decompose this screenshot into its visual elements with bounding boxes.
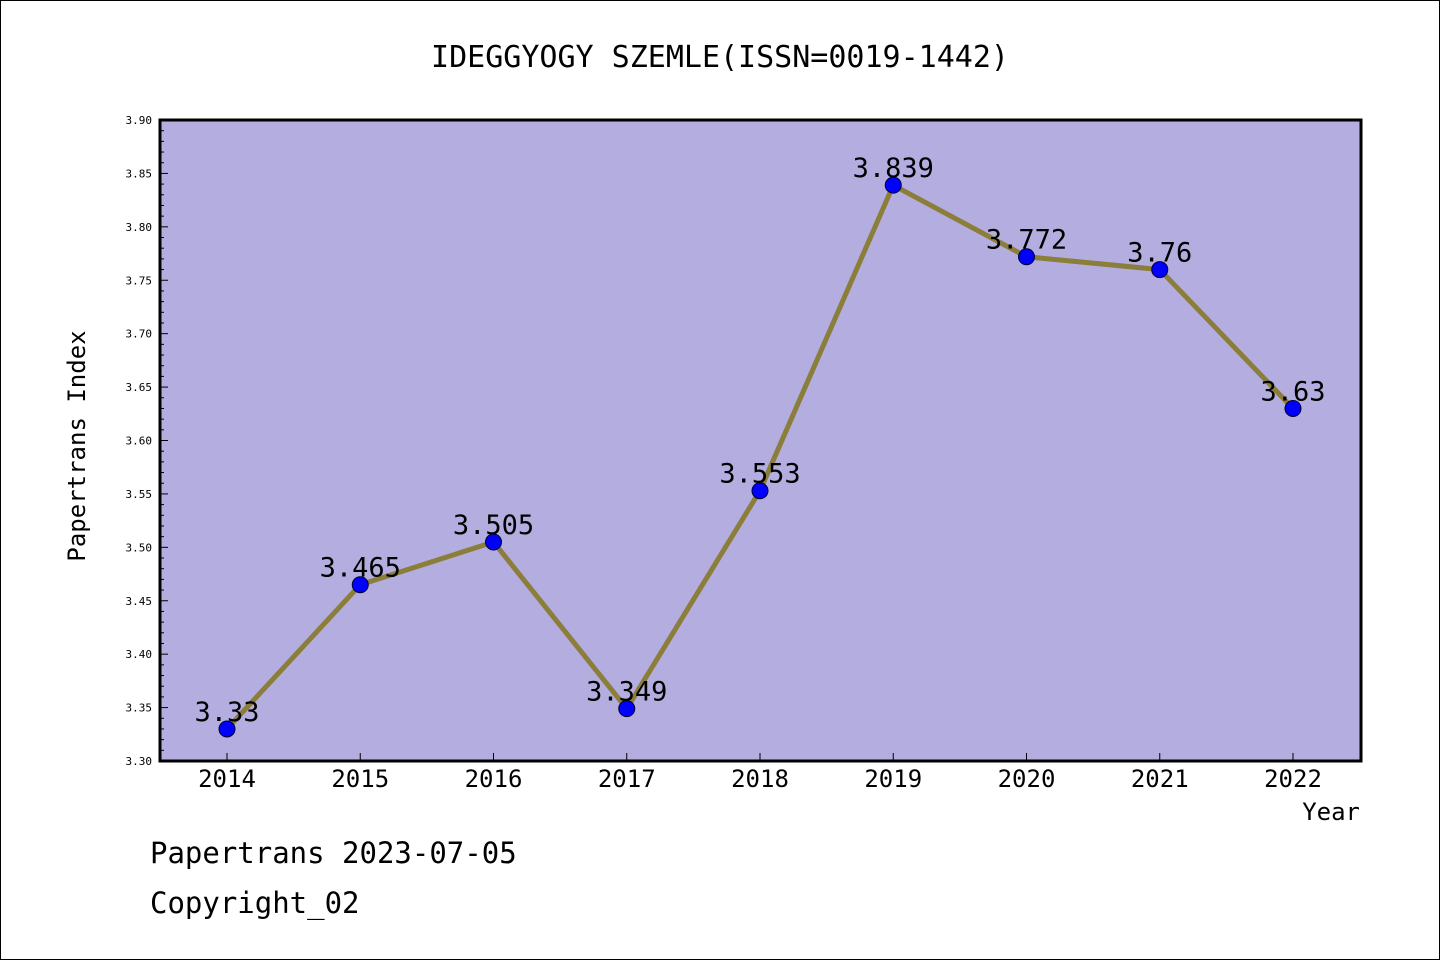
data-label: 3.505 — [453, 510, 534, 541]
data-point — [1151, 261, 1169, 279]
data-point — [618, 700, 636, 718]
x-tick-label: 2022 — [1264, 765, 1322, 793]
data-point — [218, 720, 236, 738]
y-tick-label: 3.35 — [126, 702, 153, 715]
data-label: 3.76 — [1127, 238, 1192, 269]
y-tick-label: 3.50 — [126, 541, 153, 554]
data-point — [485, 533, 502, 551]
data-label: 3.839 — [853, 153, 934, 184]
x-tick-label: 2019 — [864, 765, 922, 793]
x-tick-label: 2015 — [331, 765, 389, 793]
y-tick-label: 3.80 — [126, 221, 153, 234]
data-point — [751, 482, 769, 500]
y-axis: 3.30 3.35 3.40 3.45 3.50 3.55 3.60 3.65 3.70 3.75… — [126, 114, 168, 768]
x-tick-label: 2017 — [598, 765, 656, 793]
x-tick-label: 2014 — [198, 765, 256, 793]
y-tick-label: 3.60 — [126, 435, 153, 448]
footer-date: Papertrans 2023-07-05 — [150, 836, 517, 870]
data-label: 3.465 — [320, 553, 401, 584]
x-axis-label: Year — [1302, 798, 1360, 826]
data-point — [884, 176, 902, 194]
y-tick-label: 3.55 — [126, 488, 153, 501]
data-label: 3.33 — [194, 697, 259, 728]
data-point — [1018, 248, 1035, 266]
plot-area — [158, 118, 1363, 763]
data-label: 3.63 — [1260, 376, 1325, 407]
y-tick-label: 3.75 — [126, 274, 153, 287]
footer-copyright: Copyright_02 — [150, 886, 360, 920]
data-point — [1284, 399, 1302, 417]
data-label: 3.772 — [986, 225, 1067, 256]
series-markers — [218, 176, 1302, 738]
x-tick-label: 2016 — [465, 765, 523, 793]
y-tick-label: 3.45 — [126, 595, 153, 608]
y-tick-label: 3.70 — [126, 328, 153, 341]
x-tick-label: 2020 — [998, 765, 1056, 793]
chart-title: IDEGGYOGY SZEMLE(ISSN=0019-1442) — [431, 40, 1009, 75]
x-tick-label: 2018 — [731, 765, 789, 793]
x-tick-label: 2021 — [1131, 765, 1189, 793]
data-label: 3.349 — [586, 677, 667, 708]
data-point — [351, 576, 369, 594]
y-axis-label: Papertrans Index — [63, 330, 91, 561]
y-tick-label: 3.30 — [126, 755, 153, 768]
y-tick-label: 3.65 — [126, 381, 153, 394]
y-tick-label: 3.85 — [126, 167, 153, 180]
data-labels: 3.33 3.465 3.505 3.349 3.553 3.839 3.772 3.76 3.… — [194, 153, 1325, 728]
x-axis: 2014 2015 2016 2017 2018 2019 2020 2021 2022 — [198, 753, 1322, 793]
y-tick-label: 3.40 — [126, 648, 153, 661]
data-label: 3.553 — [719, 459, 800, 490]
y-tick-label: 3.90 — [126, 114, 153, 127]
